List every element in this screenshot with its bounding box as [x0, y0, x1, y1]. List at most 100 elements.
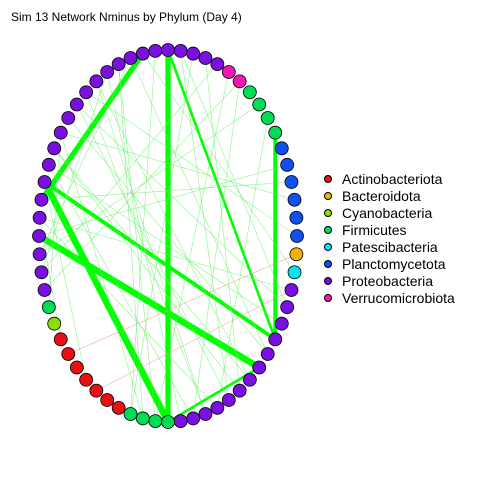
- legend-label: Actinobacteriota: [342, 170, 443, 187]
- network-node: [47, 141, 62, 156]
- legend-swatch: [324, 208, 332, 217]
- network-node: [221, 393, 236, 407]
- network-node: [284, 283, 299, 297]
- network-node: [210, 57, 225, 72]
- positive-edge: [142, 53, 295, 273]
- network-node: [89, 74, 104, 89]
- legend-label: Cyanobacteria: [342, 204, 433, 221]
- network-node: [53, 125, 68, 140]
- network-node: [32, 210, 47, 225]
- positive-edge: [68, 117, 268, 355]
- positive-edge: [38, 164, 288, 237]
- network-node: [148, 414, 163, 429]
- positive-edge: [180, 50, 230, 401]
- legend-item: Planctomycetota: [324, 255, 455, 272]
- legend-label: Verrucomicrobiota: [342, 289, 455, 306]
- network-node: [135, 46, 150, 61]
- legend-label: Planctomycetota: [342, 255, 446, 272]
- network-node: [47, 316, 62, 331]
- positive-edge: [106, 71, 181, 422]
- network-node: [186, 46, 201, 61]
- legend-item: Patescibacteria: [324, 238, 455, 255]
- negative-edge: [68, 253, 297, 355]
- legend-swatch: [324, 242, 332, 251]
- network-node: [37, 175, 52, 189]
- network-node: [69, 360, 84, 375]
- positive-edge: [53, 148, 240, 391]
- positive-edge: [192, 81, 240, 419]
- positive-edge: [96, 81, 251, 380]
- legend-swatch: [324, 225, 332, 234]
- positive-edge: [41, 71, 108, 273]
- positive-edge: [39, 104, 260, 255]
- network-node: [41, 157, 56, 172]
- network-node: [111, 57, 126, 72]
- network-node: [100, 393, 115, 407]
- positive-edge: [155, 71, 230, 422]
- legend-item: Firmicutes: [324, 221, 455, 238]
- network-node: [61, 111, 76, 125]
- network-graph: [32, 43, 304, 429]
- network-node: [79, 372, 94, 387]
- positive-edge: [41, 181, 292, 201]
- positive-edge: [118, 64, 144, 419]
- positive-edge: [130, 50, 156, 415]
- legend-label: Proteobacteria: [342, 272, 434, 289]
- network-node: [53, 332, 68, 347]
- edge-layer: [37, 49, 298, 424]
- positive-edge: [76, 104, 230, 401]
- network-node: [32, 229, 46, 243]
- legend: Actinobacteriota Bacteroidota Cyanobacteri…: [324, 170, 455, 306]
- network-node: [173, 43, 188, 58]
- network-node: [100, 65, 115, 79]
- network-node: [41, 300, 56, 315]
- network-node: [135, 411, 150, 426]
- network-node: [268, 332, 283, 347]
- positive-edge: [48, 164, 194, 419]
- legend-swatch: [324, 191, 332, 200]
- network-node: [260, 347, 275, 361]
- network-node: [268, 125, 283, 140]
- positive-edge: [85, 91, 298, 237]
- network-node: [148, 43, 163, 58]
- network-node: [198, 407, 213, 421]
- network-node: [34, 192, 49, 207]
- network-node: [161, 43, 175, 57]
- network-node: [37, 283, 52, 297]
- positive-edge: [60, 132, 144, 419]
- legend-item: Proteobacteria: [324, 272, 455, 289]
- positive-edge: [43, 180, 277, 341]
- network-node: [61, 347, 76, 361]
- positive-edge: [96, 81, 206, 415]
- network-node: [123, 51, 138, 65]
- network-node: [79, 85, 94, 100]
- positive-edge: [37, 233, 261, 371]
- network-node: [173, 414, 188, 429]
- network-node: [289, 210, 304, 225]
- chart-title: Sim 13 Network Nminus by Phylum (Day 4): [11, 10, 242, 24]
- positive-edge: [39, 52, 145, 202]
- legend-item: Bacteroidota: [324, 187, 455, 204]
- positive-edge: [130, 53, 194, 415]
- network-node: [290, 229, 304, 243]
- positive-edge: [41, 63, 218, 273]
- network-node: [242, 85, 257, 100]
- network-node: [69, 97, 84, 112]
- positive-edge: [39, 217, 218, 409]
- network-node: [280, 300, 295, 315]
- positive-edge: [118, 64, 156, 422]
- network-node: [186, 411, 201, 426]
- network-node: [123, 407, 138, 421]
- legend-label: Patescibacteria: [342, 238, 438, 255]
- positive-edge: [54, 148, 251, 380]
- positive-edge: [48, 132, 62, 308]
- network-node: [280, 157, 295, 172]
- network-node: [89, 383, 104, 398]
- network-node: [210, 400, 225, 415]
- positive-edge: [205, 57, 240, 391]
- network-node: [287, 265, 302, 280]
- node-layer: [32, 43, 304, 429]
- positive-edge: [44, 181, 87, 380]
- legend-item: Cyanobacteria: [324, 204, 455, 221]
- network-node: [284, 175, 299, 189]
